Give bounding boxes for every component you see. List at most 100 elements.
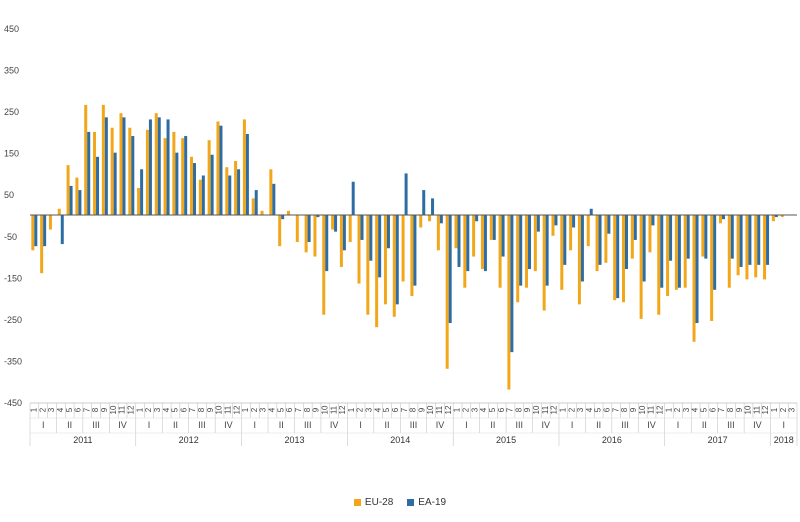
bar-ea19 — [730, 215, 734, 259]
month-label: 6 — [708, 407, 717, 412]
quarter-label: II — [67, 420, 72, 430]
month-label: 5 — [382, 407, 391, 412]
month-label: 11 — [223, 405, 232, 414]
bar-ea19 — [563, 215, 567, 265]
bar-ea19 — [342, 215, 346, 251]
month-label: 2 — [567, 407, 576, 412]
bar-eu28 — [48, 215, 52, 230]
x-axis: 1 2 3 4 5 6 7 8 9 10 11 12 1 2 3 4 5 6 7 8 9 10 11 12 1 2 3 4 5 6 7 8 9 1… — [30, 402, 798, 446]
bar-ea19 — [483, 215, 487, 272]
bar-ea19 — [554, 215, 558, 226]
month-label: 5 — [700, 407, 709, 412]
bar-ea19 — [528, 215, 532, 270]
bar-eu28 — [718, 215, 722, 224]
bar-ea19 — [739, 215, 743, 267]
bar-ea19 — [201, 175, 205, 215]
year-label: 2018 — [774, 435, 794, 445]
bar-eu28 — [163, 138, 167, 215]
bar-ea19 — [686, 215, 690, 259]
month-label: 1 — [770, 407, 779, 412]
bar-eu28 — [57, 208, 61, 215]
bar-eu28 — [128, 127, 132, 215]
month-label: 3 — [576, 407, 585, 412]
bar-ea19 — [598, 215, 602, 265]
bar-eu28 — [472, 215, 476, 257]
legend-item-ea19: EA-19 — [407, 497, 446, 508]
quarter-label: I — [465, 420, 468, 430]
month-label: 10 — [109, 405, 118, 414]
bar-eu28 — [533, 215, 537, 272]
month-label: 3 — [682, 407, 691, 412]
month-label: 9 — [523, 407, 532, 412]
bar-eu28 — [392, 215, 396, 317]
month-label: 12 — [232, 405, 241, 414]
bar-eu28 — [145, 129, 149, 215]
bar-eu28 — [331, 215, 335, 230]
bar-eu28 — [75, 177, 79, 215]
month-label: 9 — [100, 407, 109, 412]
bar-eu28 — [604, 215, 608, 263]
bar-eu28 — [454, 215, 458, 249]
bar-eu28 — [40, 215, 44, 274]
quarter-label: I — [148, 420, 151, 430]
month-label: 8 — [91, 407, 100, 412]
month-label: 2 — [250, 407, 259, 412]
bar-eu28 — [780, 215, 784, 218]
bar-eu28 — [727, 215, 731, 288]
bar-eu28 — [754, 215, 758, 278]
bar-eu28 — [577, 215, 581, 305]
bar-ea19 — [589, 208, 593, 215]
bar-eu28 — [198, 179, 202, 215]
bar-ea19 — [281, 215, 285, 220]
bar-ea19 — [334, 215, 338, 232]
month-label: 7 — [188, 407, 197, 412]
bar-eu28 — [93, 131, 97, 215]
bar-ea19 — [439, 215, 443, 224]
bar-eu28 — [657, 215, 661, 315]
bar-ea19 — [113, 152, 117, 215]
bar-eu28 — [525, 215, 529, 288]
month-label: 4 — [373, 407, 382, 412]
month-label: 4 — [162, 407, 171, 412]
bar-eu28 — [489, 215, 493, 240]
bar-eu28 — [648, 215, 652, 253]
bar-ea19 — [43, 215, 47, 247]
bar-ea19 — [210, 154, 214, 215]
bar-ea19 — [413, 215, 417, 286]
month-label: 12 — [444, 405, 453, 414]
bar-eu28 — [736, 215, 740, 276]
bar-eu28 — [207, 140, 211, 215]
bar-ea19 — [457, 215, 461, 267]
bar-eu28 — [480, 215, 484, 270]
bar-eu28 — [613, 215, 617, 301]
bar-eu28 — [595, 215, 599, 272]
bar-eu28 — [569, 215, 573, 251]
month-label: 10 — [744, 405, 753, 414]
month-label: 3 — [788, 407, 797, 412]
year-label: 2014 — [390, 435, 410, 445]
bar-eu28 — [639, 215, 643, 319]
bars — [31, 104, 784, 390]
bar-eu28 — [410, 215, 414, 297]
quarter-label: III — [92, 420, 100, 430]
bar-ea19 — [748, 215, 752, 265]
bar-ea19 — [325, 215, 329, 272]
bar-eu28 — [66, 165, 70, 215]
month-label: 1 — [347, 407, 356, 412]
bar-ea19 — [60, 215, 64, 245]
quarter-label: IV — [753, 420, 762, 430]
month-label: 12 — [550, 405, 559, 414]
month-label: 7 — [294, 407, 303, 412]
quarter-label: III — [727, 420, 735, 430]
month-label: 2 — [462, 407, 471, 412]
month-label: 6 — [603, 407, 612, 412]
bar-eu28 — [339, 215, 343, 267]
month-label: 7 — [717, 407, 726, 412]
bar-eu28 — [745, 215, 749, 280]
month-label: 8 — [303, 407, 312, 412]
month-label: 6 — [285, 407, 294, 412]
month-label: 11 — [435, 405, 444, 414]
month-label: 1 — [30, 407, 39, 412]
bar-eu28 — [683, 215, 687, 288]
